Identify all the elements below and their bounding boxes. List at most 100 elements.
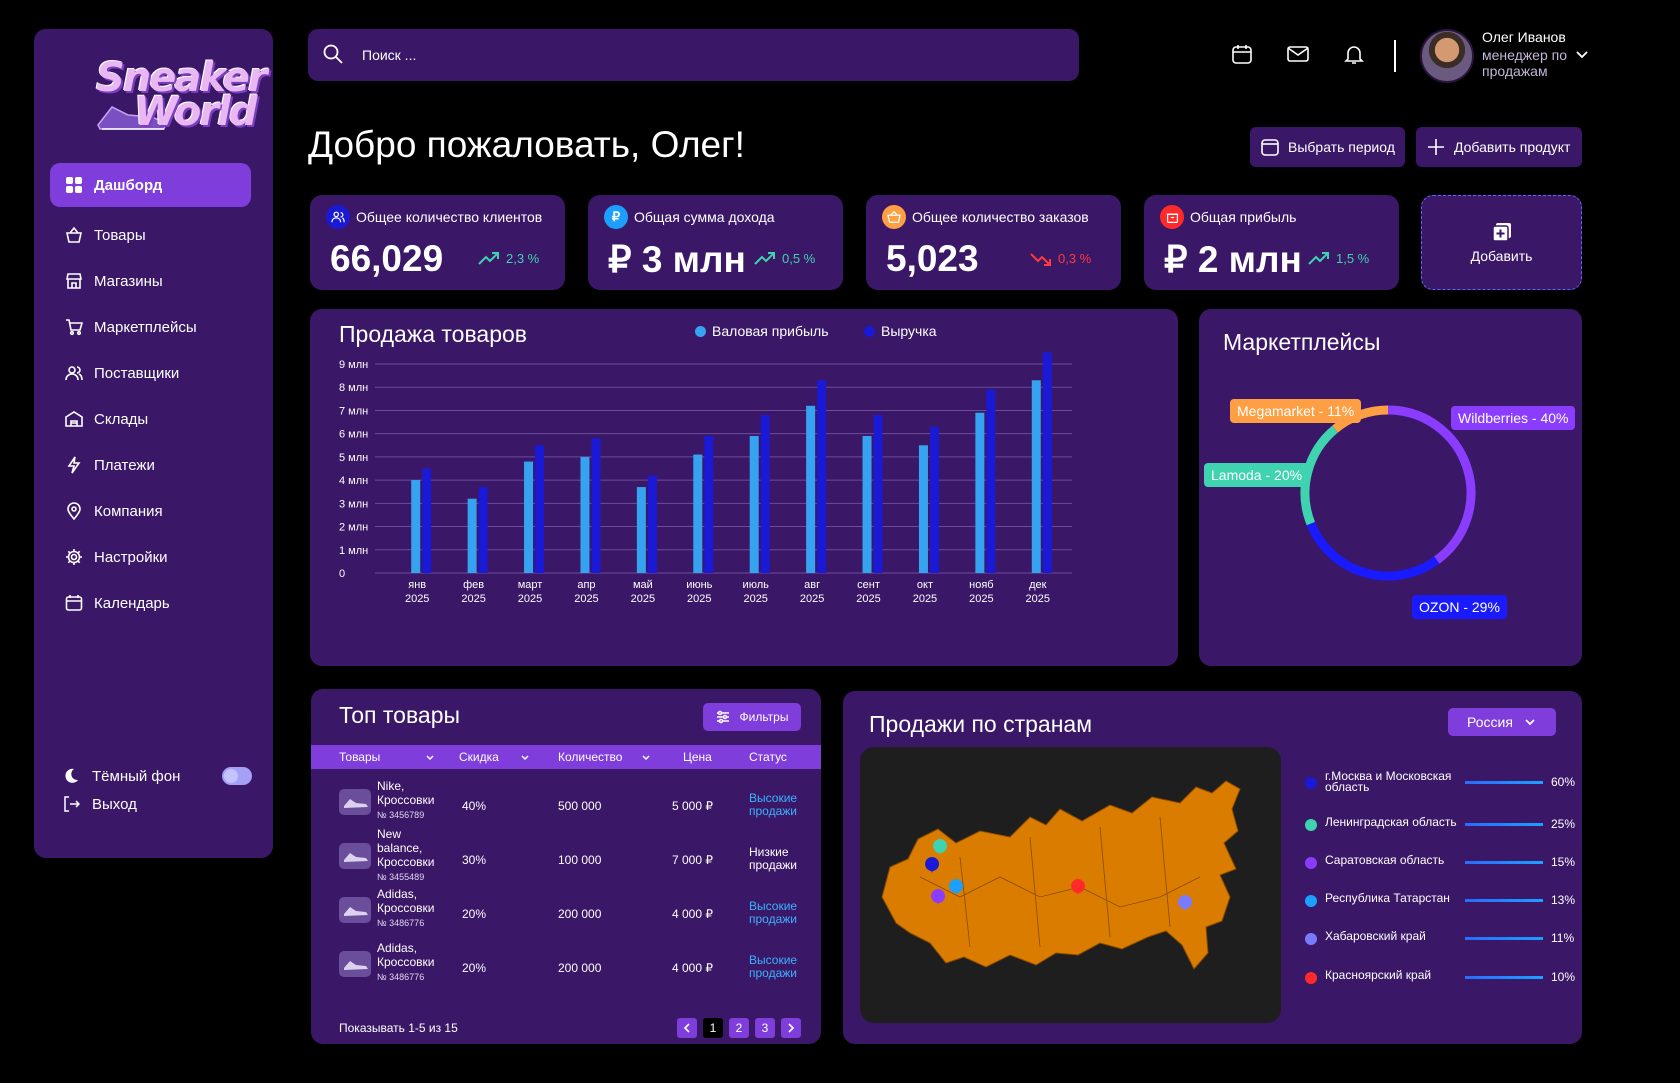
bar[interactable]: [422, 468, 432, 574]
stat-label: Общая прибыль: [1190, 209, 1297, 225]
bar[interactable]: [760, 415, 770, 573]
region-percent: 11%: [1551, 931, 1575, 945]
bar[interactable]: [862, 435, 872, 573]
column-products[interactable]: Товары: [339, 750, 381, 764]
sidebar-item-company[interactable]: Компания: [50, 489, 251, 533]
bar[interactable]: [873, 415, 883, 573]
bar[interactable]: [1031, 380, 1041, 573]
region-dot: [1305, 819, 1317, 831]
basket-icon: [64, 225, 84, 245]
brand-logo[interactable]: Sneaker World: [58, 55, 267, 135]
bar[interactable]: [467, 498, 477, 573]
bar[interactable]: [478, 487, 488, 573]
bar[interactable]: [929, 426, 939, 573]
product-price: 5 000 ₽: [672, 799, 713, 813]
chevron-down-icon[interactable]: [520, 753, 530, 763]
select-period-button[interactable]: Выбрать период: [1250, 127, 1405, 167]
russia-map-shape: [881, 780, 1241, 970]
map-pin-icon[interactable]: [1071, 879, 1086, 895]
dark-mode-toggle[interactable]: [222, 767, 252, 785]
sidebar-item-warehouses[interactable]: Склады: [50, 397, 251, 441]
sidebar-item-calendar[interactable]: Календарь: [50, 581, 251, 625]
region-name: г.Москва и Московская область: [1325, 769, 1452, 794]
table-row[interactable]: Adidas, Кроссовки № 3486776 20% 200 000 4 …: [311, 887, 821, 943]
bar[interactable]: [975, 412, 985, 573]
map-pin-icon[interactable]: [1178, 895, 1193, 911]
donut-slice[interactable]: [1387, 405, 1476, 564]
bar[interactable]: [986, 389, 996, 573]
product-quantity: 100 000: [558, 853, 602, 867]
x-tick-label: май: [633, 579, 653, 591]
bar[interactable]: [591, 438, 601, 573]
sidebar-item-stores[interactable]: Магазины: [50, 259, 251, 303]
product-code: № 3486776: [377, 918, 425, 928]
sidebar-item-marketplaces[interactable]: Маркетплейсы: [50, 305, 251, 349]
column-price[interactable]: Цена: [683, 750, 712, 764]
bar[interactable]: [704, 435, 714, 573]
stat-change: 0,5 %: [782, 251, 816, 266]
bar[interactable]: [535, 445, 545, 573]
next-page-button[interactable]: [781, 1018, 801, 1038]
table-row[interactable]: Adidas, Кроссовки № 3486776 20% 200 000 4 …: [311, 941, 821, 997]
map-pin-icon[interactable]: [931, 889, 946, 905]
sidebar-item-settings[interactable]: Настройки: [50, 535, 251, 579]
sidebar-item-dashboard[interactable]: Дашборд: [50, 163, 251, 207]
bar[interactable]: [693, 454, 703, 573]
product-thumbnail: [339, 897, 371, 923]
chevron-down-icon[interactable]: [641, 753, 651, 763]
page-button-2[interactable]: 2: [729, 1018, 749, 1038]
search-bar: [308, 29, 1079, 81]
map-pin-icon[interactable]: [925, 857, 940, 873]
x-tick-label: 2025: [743, 593, 767, 605]
sidebar-item-products[interactable]: Товары: [50, 213, 251, 257]
bar[interactable]: [524, 461, 534, 573]
donut-slice[interactable]: [1306, 521, 1440, 581]
sidebar-item-payments[interactable]: Платежи: [50, 443, 251, 487]
table-row[interactable]: Nike, Кроссовки № 3456789 40% 500 000 5 00…: [311, 779, 821, 835]
add-product-button[interactable]: Добавить продукт: [1416, 127, 1582, 167]
calendar-icon[interactable]: [1230, 42, 1256, 68]
bar[interactable]: [647, 475, 657, 573]
column-quantity[interactable]: Количество: [558, 750, 623, 764]
bar[interactable]: [806, 405, 816, 573]
chevron-down-icon[interactable]: [1574, 46, 1590, 62]
product-name: Adidas, Кроссовки № 3486776: [377, 887, 434, 930]
russia-map[interactable]: [860, 747, 1281, 1023]
bar[interactable]: [749, 435, 759, 573]
product-price: 7 000 ₽: [672, 853, 713, 867]
avatar[interactable]: [1420, 29, 1474, 83]
country-select[interactable]: Россия: [1448, 708, 1556, 736]
map-pin-icon[interactable]: [949, 879, 964, 895]
logout-button[interactable]: Выход: [62, 790, 252, 818]
page-button-3[interactable]: 3: [755, 1018, 775, 1038]
bar[interactable]: [580, 456, 590, 573]
calendar-icon: [1261, 139, 1279, 156]
sidebar-item-suppliers[interactable]: Поставщики: [50, 351, 251, 395]
map-pin-icon[interactable]: [933, 839, 948, 855]
donut-chart: [1300, 405, 1476, 581]
prev-page-button[interactable]: [677, 1018, 697, 1038]
chevron-down-icon[interactable]: [425, 753, 435, 763]
country-sales-card: Продажи по странам Россия г.Москва и Мос…: [843, 691, 1582, 1044]
brand-line2: World: [134, 89, 257, 135]
search-icon[interactable]: [322, 43, 344, 65]
pagination-info: Показывать 1-5 из 15: [339, 1021, 458, 1035]
filters-button[interactable]: Фильтры: [703, 703, 801, 731]
add-card-button[interactable]: Добавить: [1421, 195, 1582, 290]
user-name: Олег Иванов: [1482, 29, 1566, 45]
mail-icon[interactable]: [1286, 42, 1312, 68]
column-status[interactable]: Статус: [749, 750, 787, 764]
bar[interactable]: [1042, 352, 1052, 573]
cart-icon: [64, 317, 84, 337]
stat-label: Общая сумма дохода: [634, 209, 775, 225]
bar[interactable]: [918, 445, 928, 573]
bar[interactable]: [636, 487, 646, 573]
page-button-1[interactable]: 1: [703, 1018, 723, 1038]
bell-icon[interactable]: [1342, 42, 1368, 68]
bar[interactable]: [817, 380, 827, 573]
search-input[interactable]: [362, 41, 962, 69]
bar[interactable]: [411, 480, 421, 573]
column-discount[interactable]: Скидка: [459, 750, 499, 764]
table-row[interactable]: New balance, Кроссовки № 3455489 30% 100 00…: [311, 827, 821, 889]
donut-slice[interactable]: [1300, 425, 1339, 526]
